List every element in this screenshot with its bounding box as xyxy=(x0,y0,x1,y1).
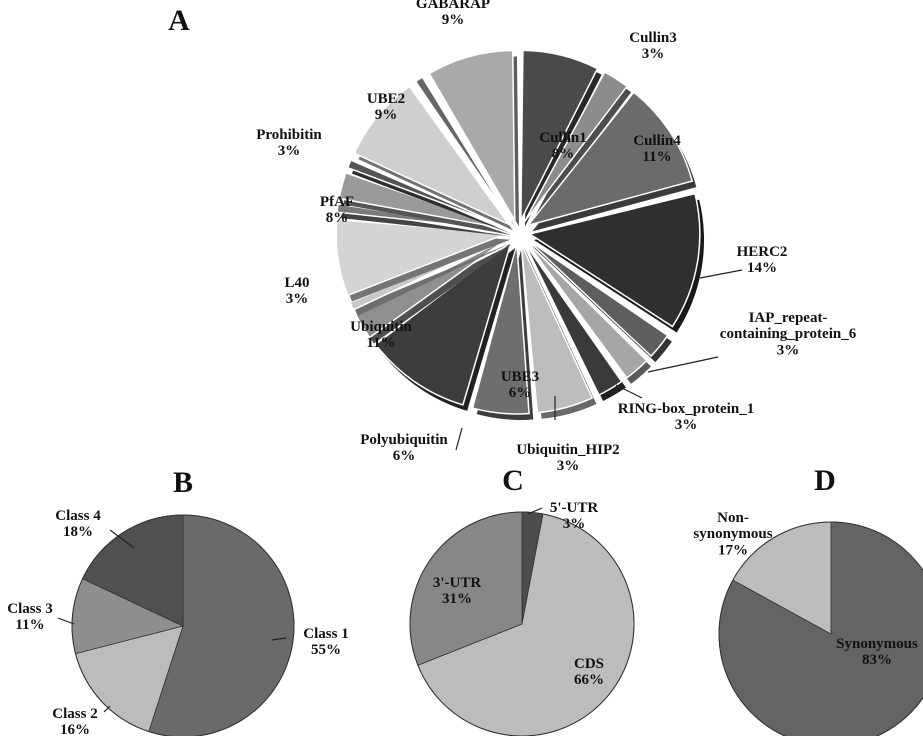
pie-chart-c xyxy=(409,511,635,736)
pie-b-label-class-4: Class 4 18% xyxy=(55,508,101,540)
panel-letter-a: A xyxy=(168,4,190,37)
pie-a-label-iap-repeat-containing-protein-6: IAP_repeat-containing_protein_6 3% xyxy=(720,310,857,358)
pie-a-slice-cullin1 xyxy=(520,49,599,221)
pie-c-label-5-utr: 5'-UTR 3% xyxy=(550,500,599,532)
pie-a-label-ubiquitin-hip2: Ubiquitin_HIP2 3% xyxy=(516,442,619,474)
pie-a-slice-ubiquitin xyxy=(374,239,513,406)
leader-line-a-iap xyxy=(647,356,719,373)
pie-a-slice-segment xyxy=(414,76,513,223)
pie-a-slice-ube3 xyxy=(520,243,594,414)
leader-line-c-5utr xyxy=(527,507,543,515)
slice-labels: Cullin1 8% Cullin3 3% Cullin4 11% HERC2 14% IAP_… xyxy=(7,0,918,736)
pie-a-slice-l40-shadow xyxy=(360,244,512,344)
pie-a-slice-ubiquitin-hip2 xyxy=(523,241,623,396)
pie-a-label-prohibitin: Prohibitin 3% xyxy=(256,127,322,159)
pie-a-slice-gabarap xyxy=(428,49,516,224)
pie-a-label-ube2: UBE2 9% xyxy=(367,91,405,123)
leader-line-b-class4 xyxy=(109,529,135,549)
pie-a-label-polyubiquitin: Polyubiquitin 6% xyxy=(360,432,448,464)
pie-a-slice-ube2 xyxy=(353,85,512,227)
panel-letters: A B C D xyxy=(168,4,836,499)
pie-d-label-synonymous: Synonymous 83% xyxy=(836,636,918,668)
pie-b-label-class-1: Class 1 55% xyxy=(303,626,348,658)
pie-b-outline xyxy=(71,514,295,736)
leader-line-a-herc2 xyxy=(699,269,743,279)
pie-c-label-3-utr: 3'-UTR 31% xyxy=(433,575,482,607)
pie-a-slice-polyubiquitin xyxy=(471,243,530,415)
pie-a-label-ubiquitin: Ubiquitin 11% xyxy=(350,319,412,351)
leader-line-a-ring xyxy=(615,384,643,399)
pie-chart-d xyxy=(718,521,923,736)
leader-line-b-class2 xyxy=(103,705,111,713)
pie-a-label-ube3: UBE3 6% xyxy=(501,369,539,401)
pie-a-slice-l40 xyxy=(354,237,509,339)
pie-a-label-cullin1: Cullin1 8% xyxy=(539,130,587,162)
pie-c-label-cds: CDS 66% xyxy=(574,656,604,688)
pie-a-slice-segment xyxy=(346,159,508,229)
pie-d-outline xyxy=(718,521,923,736)
pie-b-label-class-3: Class 3 11% xyxy=(7,601,52,633)
panel-letter-d: D xyxy=(814,464,836,497)
pie-a-label-gabarap: GABARAP 9% xyxy=(416,0,490,28)
pie-a-slice-cullin4 xyxy=(526,91,694,227)
pie-chart-a xyxy=(335,49,705,420)
pie-a-slice-pfaf xyxy=(335,218,507,297)
pie-a-label-cullin3: Cullin3 3% xyxy=(629,30,677,62)
leader-lines xyxy=(57,269,743,713)
pie-a-slice-iap-repeat-containing-protein-6 xyxy=(526,238,669,358)
panel-letter-c: C xyxy=(502,464,524,497)
pie-d-label-non-synonymous: Non-synonymous 17% xyxy=(693,510,772,558)
leader-line-b-class1 xyxy=(271,637,287,641)
pie-a-label-l40: L40 3% xyxy=(284,275,309,307)
pie-a-label-ring-box-protein-1: RING-box_protein_1 3% xyxy=(618,401,754,433)
panel-letter-b: B xyxy=(173,466,193,499)
pie-a-slice-ring-box-protein-1 xyxy=(525,240,648,379)
pie-a-label-pfaf: PfAF 8% xyxy=(320,194,354,226)
pie-b-label-class-2: Class 2 16% xyxy=(52,706,97,736)
pie-c-outline xyxy=(409,511,635,736)
pie-a-slice-cullin3 xyxy=(523,71,629,223)
leader-line-a-polyub xyxy=(455,427,463,451)
pie-chart-b xyxy=(71,514,295,736)
pie-a-slice-herc2 xyxy=(527,192,701,328)
leader-line-b-class3 xyxy=(57,617,75,625)
pie-a-label-herc2: HERC2 14% xyxy=(737,244,788,276)
pie-a-label-cullin4: Cullin4 11% xyxy=(633,133,681,165)
pie-a-slice-segment-shadow xyxy=(354,242,512,316)
